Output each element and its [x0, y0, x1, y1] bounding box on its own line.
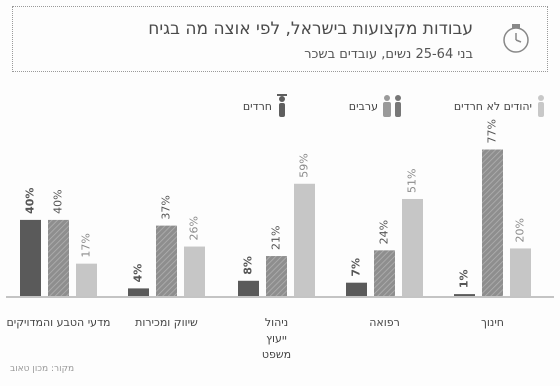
bar-3-2: [346, 282, 367, 296]
chart-subtitle: בני 25-64 נשים, עובדים בשכר: [304, 47, 473, 62]
bar-4-2: [454, 294, 475, 296]
data-label-4-1: 77%: [486, 119, 499, 143]
chart-title: עבודות מקצועות בישראל, לפי אוצה מה בגיח: [148, 19, 473, 39]
category-label-2: ניהול: [265, 316, 288, 329]
legend-item-haredi: חרדים: [243, 94, 288, 118]
bar-2-0: [294, 183, 315, 296]
data-label-1-0: 26%: [188, 216, 201, 240]
bar-0-2: [20, 219, 41, 296]
couple-icon: [383, 95, 401, 117]
data-label-3-2: 7%: [350, 258, 363, 277]
data-label-2-1: 21%: [270, 226, 283, 250]
data-label-0-2: 40%: [24, 188, 37, 214]
clock-logo-icon: [503, 24, 529, 53]
person-icon: [538, 95, 544, 117]
data-label-4-0: 20%: [514, 218, 527, 242]
legend-item-jews: יהודים לא חרדים: [454, 94, 546, 118]
data-label-2-2: 8%: [242, 256, 255, 275]
bar-1-1: [156, 225, 177, 296]
data-label-0-0: 17%: [80, 233, 93, 257]
data-label-3-0: 51%: [406, 169, 419, 193]
man-hat-icon: [277, 94, 287, 117]
bar-3-0: [402, 198, 423, 296]
data-label-3-1: 24%: [378, 220, 391, 244]
bar-1-0: [184, 246, 205, 296]
bar-0-1: [48, 219, 69, 296]
category-label-2: משפט: [262, 348, 291, 361]
bar-1-2: [128, 288, 149, 296]
category-label-4: חינוך: [481, 316, 504, 329]
legend: יהודים לא חרדים ערבים חרדים: [0, 84, 560, 128]
category-label-1: שיווק ומכירות: [135, 316, 198, 329]
bar-0-0: [76, 263, 97, 296]
data-label-1-1: 37%: [160, 195, 173, 219]
bar-4-1: [482, 149, 503, 296]
legend-label: ערבים: [348, 99, 378, 113]
bar-3-1: [374, 250, 395, 296]
legend-label: חרדים: [242, 99, 272, 113]
bar-4-0: [510, 248, 531, 296]
legend-item-arabs: ערבים: [349, 94, 404, 118]
data-label-2-0: 59%: [298, 153, 311, 177]
category-label-3: רפואה: [369, 316, 400, 329]
data-label-0-1: 40%: [52, 189, 65, 213]
legend-label: יהודים לא חרדים: [453, 99, 532, 113]
data-label-1-2: 4%: [132, 264, 145, 283]
data-label-4-2: 1%: [458, 269, 471, 288]
category-label-0: מדעי הטבע והמדויקים: [6, 316, 110, 329]
category-label-2: ייעוץ: [266, 332, 287, 345]
title-box: עבודות מקצועות בישראל, לפי אוצה מה בגיח …: [12, 6, 548, 72]
bar-2-2: [238, 280, 259, 296]
bar-2-1: [266, 256, 287, 296]
source-note: מקור: מכון טאוב: [10, 364, 75, 374]
